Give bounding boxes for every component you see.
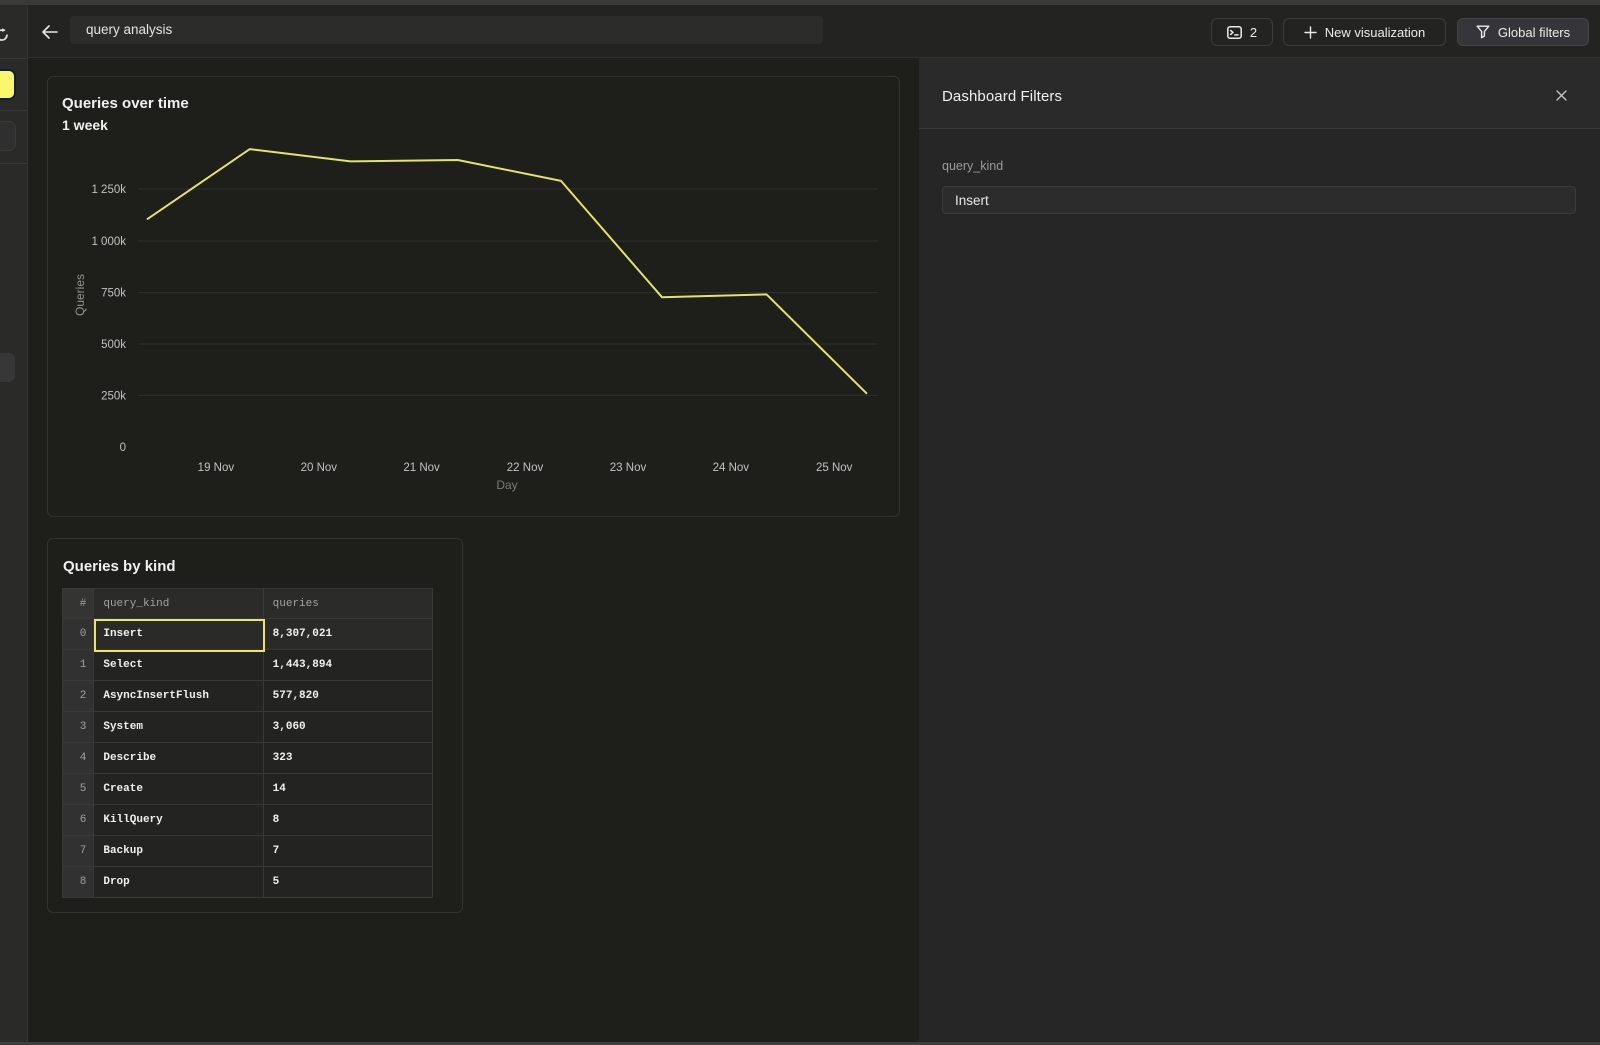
svg-text:Day: Day [496, 478, 517, 492]
svg-text:23 Nov: 23 Nov [610, 462, 647, 474]
svg-text:1 000k: 1 000k [91, 236, 126, 248]
svg-text:750k: 750k [101, 288, 126, 300]
svg-text:24 Nov: 24 Nov [713, 462, 750, 474]
svg-text:250k: 250k [101, 391, 126, 403]
svg-text:25 Nov: 25 Nov [816, 462, 853, 474]
svg-text:Queries: Queries [73, 274, 87, 316]
svg-text:500k: 500k [101, 339, 126, 351]
svg-text:1 250k: 1 250k [91, 184, 126, 196]
svg-text:20 Nov: 20 Nov [301, 462, 338, 474]
svg-text:19 Nov: 19 Nov [198, 462, 235, 474]
svg-text:22 Nov: 22 Nov [507, 462, 544, 474]
svg-text:21 Nov: 21 Nov [403, 462, 440, 474]
svg-text:0: 0 [120, 442, 126, 454]
